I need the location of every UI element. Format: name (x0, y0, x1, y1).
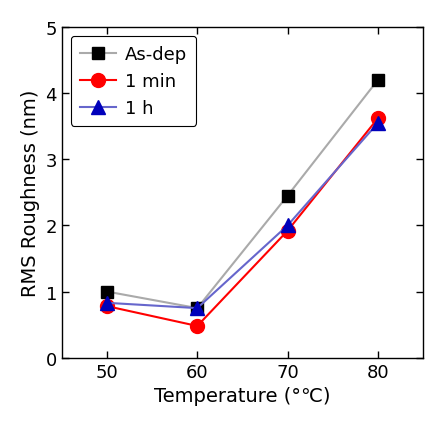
As-dep (285, 193, 290, 199)
X-axis label: Temperature (°℃): Temperature (°℃) (154, 386, 331, 405)
1 min (194, 324, 200, 329)
1 min (104, 304, 110, 309)
1 h (285, 223, 290, 228)
1 h (104, 301, 110, 306)
1 h (194, 306, 200, 311)
Y-axis label: RMS Roughness (nm): RMS Roughness (nm) (21, 89, 40, 296)
Line: 1 min: 1 min (100, 112, 385, 333)
Line: As-dep: As-dep (101, 75, 384, 315)
Legend: As-dep, 1 min, 1 h: As-dep, 1 min, 1 h (71, 37, 196, 127)
As-dep (194, 306, 200, 311)
1 h (375, 121, 381, 126)
1 min (285, 229, 290, 234)
Line: 1 h: 1 h (100, 117, 385, 315)
1 min (375, 116, 381, 121)
As-dep (375, 78, 381, 83)
As-dep (104, 289, 110, 294)
